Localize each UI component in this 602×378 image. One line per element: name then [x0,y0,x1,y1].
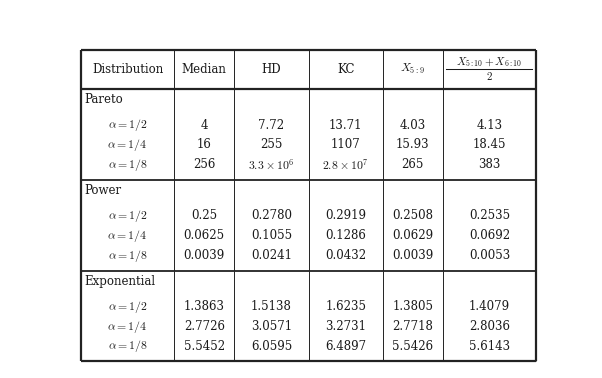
Text: HD: HD [261,63,281,76]
Text: 1.5138: 1.5138 [251,300,292,313]
Text: 5.5426: 5.5426 [393,340,433,353]
Text: Power: Power [84,184,122,197]
Text: 4: 4 [200,119,208,132]
Text: $X_{5:10} + X_{6:10}$: $X_{5:10} + X_{6:10}$ [456,55,523,69]
Text: 0.1286: 0.1286 [325,229,366,242]
Text: 18.45: 18.45 [473,138,506,152]
Text: 16: 16 [197,138,212,152]
Text: 0.0039: 0.0039 [184,249,225,262]
Text: $\alpha = 1/2$: $\alpha = 1/2$ [108,117,147,133]
Text: 5.6143: 5.6143 [469,340,510,353]
Text: 3.0571: 3.0571 [251,320,292,333]
Text: 0.0432: 0.0432 [325,249,366,262]
Text: $\alpha = 1/8$: $\alpha = 1/8$ [108,338,147,354]
Text: $\alpha = 1/2$: $\alpha = 1/2$ [108,208,147,224]
Text: $3.3 \times 10^{6}$: $3.3 \times 10^{6}$ [248,157,294,172]
Text: 383: 383 [478,158,501,171]
Text: $2.8 \times 10^{7}$: $2.8 \times 10^{7}$ [323,157,369,172]
Text: 0.1055: 0.1055 [251,229,292,242]
Text: 1.4079: 1.4079 [469,300,510,313]
Text: 0.0629: 0.0629 [393,229,433,242]
Text: 0.2508: 0.2508 [393,209,433,222]
Text: 3.2731: 3.2731 [325,320,366,333]
Text: 0.0053: 0.0053 [469,249,510,262]
Text: 1107: 1107 [330,138,361,152]
Text: $\alpha = 1/2$: $\alpha = 1/2$ [108,299,147,315]
Text: 1.6235: 1.6235 [325,300,366,313]
Text: 0.2919: 0.2919 [325,209,366,222]
Text: 2.8036: 2.8036 [469,320,510,333]
Text: 2.7726: 2.7726 [184,320,225,333]
Text: 1.3863: 1.3863 [184,300,225,313]
Text: 1.3805: 1.3805 [393,300,433,313]
Text: 5.5452: 5.5452 [184,340,225,353]
Text: $X_{5:9}$: $X_{5:9}$ [400,62,425,76]
Text: 15.93: 15.93 [396,138,430,152]
Text: $2$: $2$ [486,70,493,82]
Text: 0.0241: 0.0241 [251,249,292,262]
Text: Median: Median [182,63,227,76]
Text: 2.7718: 2.7718 [393,320,433,333]
Text: 0.0039: 0.0039 [392,249,433,262]
Text: $\alpha = 1/4$: $\alpha = 1/4$ [107,228,147,244]
Text: 255: 255 [260,138,282,152]
Text: 256: 256 [193,158,216,171]
Text: KC: KC [337,63,355,76]
Text: 0.2780: 0.2780 [251,209,292,222]
Text: 0.2535: 0.2535 [469,209,510,222]
Text: 13.71: 13.71 [329,119,362,132]
Text: $\alpha = 1/8$: $\alpha = 1/8$ [108,157,147,173]
Text: 265: 265 [402,158,424,171]
Text: 0.0625: 0.0625 [184,229,225,242]
Text: 6.4897: 6.4897 [325,340,366,353]
Text: 4.13: 4.13 [476,119,503,132]
Text: 0.25: 0.25 [191,209,217,222]
Text: Distribution: Distribution [92,63,163,76]
Text: 0.0692: 0.0692 [469,229,510,242]
Text: 6.0595: 6.0595 [251,340,292,353]
Text: $\alpha = 1/4$: $\alpha = 1/4$ [107,319,147,335]
Text: 4.03: 4.03 [400,119,426,132]
Text: Pareto: Pareto [84,93,123,106]
Text: $\alpha = 1/8$: $\alpha = 1/8$ [108,248,147,263]
Text: 7.72: 7.72 [258,119,284,132]
Text: Exponential: Exponential [84,275,156,288]
Text: $\alpha = 1/4$: $\alpha = 1/4$ [107,137,147,153]
